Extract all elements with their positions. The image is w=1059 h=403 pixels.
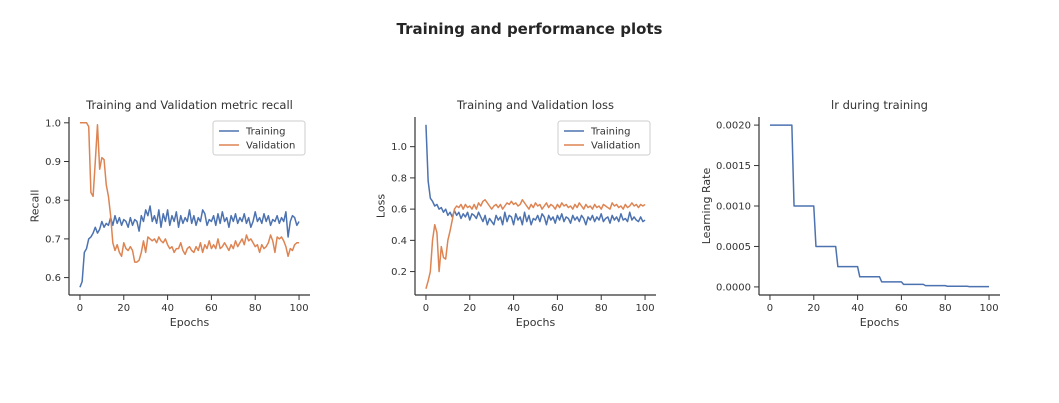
figure-title: Training and performance plots	[396, 20, 663, 38]
y-tick-label: 0.2	[391, 267, 407, 278]
legend-box	[557, 120, 651, 156]
chart-panel-2: Training and Validation loss 0 20 40 60 80 100…	[374, 98, 656, 329]
x-tick-label: 0	[423, 303, 429, 314]
x-tick-label: 80	[939, 303, 952, 314]
x-tick-label: 20	[117, 303, 130, 314]
x-tick-label: 60	[205, 303, 218, 314]
series-line-training	[79, 205, 300, 288]
y-tick-label: 0.9	[45, 157, 61, 168]
y-tick-label: 0.6	[45, 273, 61, 284]
x-axis-label: Epochs	[516, 316, 556, 329]
y-tick-label: 0.0010	[716, 202, 751, 213]
x-tick-label: 80	[595, 303, 608, 314]
x-tick-label: 40	[161, 303, 174, 314]
y-tick-label: 1.0	[391, 142, 407, 153]
chart-title: Training and Validation loss	[456, 98, 614, 112]
legend-label-training: Training	[245, 127, 285, 138]
series-line-training	[425, 124, 646, 226]
x-tick-label: 0	[767, 303, 773, 314]
y-tick-label: 0.7	[45, 234, 61, 245]
chart-title: Training and Validation metric recall	[85, 98, 293, 112]
y-tick-label: 0.4	[391, 236, 407, 247]
x-tick-label: 100	[289, 303, 308, 314]
x-tick-label: 100	[635, 303, 654, 314]
x-tick-label: 20	[463, 303, 476, 314]
x-tick-label: 60	[551, 303, 564, 314]
series-line-validation	[425, 199, 646, 289]
legend-label-training: Training	[590, 127, 630, 138]
legend-box	[212, 120, 306, 156]
x-tick-label: 40	[507, 303, 520, 314]
y-axis-label: Recall	[28, 190, 41, 223]
y-tick-label: 0.8	[45, 196, 61, 207]
chart-panel-3: lr during training 0 20 40 60 80 100 0.0000 0.00…	[700, 98, 1000, 329]
y-tick-label: 0.0020	[716, 121, 751, 132]
legend: Training Validation	[557, 120, 651, 156]
y-tick-label: 0.0015	[716, 161, 751, 172]
x-tick-label: 100	[979, 303, 998, 314]
series-line-lr	[769, 124, 990, 288]
legend-label-validation: Validation	[591, 141, 640, 152]
y-tick-label: 0.6	[391, 205, 407, 216]
y-tick-label: 1.0	[45, 118, 61, 129]
legend-label-validation: Validation	[246, 141, 295, 152]
y-axis-label: Loss	[374, 194, 387, 218]
series-line-validation	[79, 122, 300, 263]
chart-panel-1: Training and Validation metric recall 0 20…	[28, 98, 310, 329]
y-tick-label: 0.8	[391, 173, 407, 184]
x-tick-label: 40	[851, 303, 864, 314]
x-tick-label: 0	[77, 303, 83, 314]
y-tick-label: 0.0000	[716, 282, 751, 293]
x-tick-label: 20	[807, 303, 820, 314]
x-tick-label: 60	[895, 303, 908, 314]
y-tick-label: 0.0005	[716, 242, 751, 253]
chart-title: lr during training	[831, 98, 928, 112]
x-tick-label: 80	[249, 303, 262, 314]
legend: Training Validation	[212, 120, 306, 156]
x-axis-label: Epochs	[170, 316, 210, 329]
x-axis-label: Epochs	[860, 316, 900, 329]
y-axis-label: Learning Rate	[700, 168, 713, 245]
